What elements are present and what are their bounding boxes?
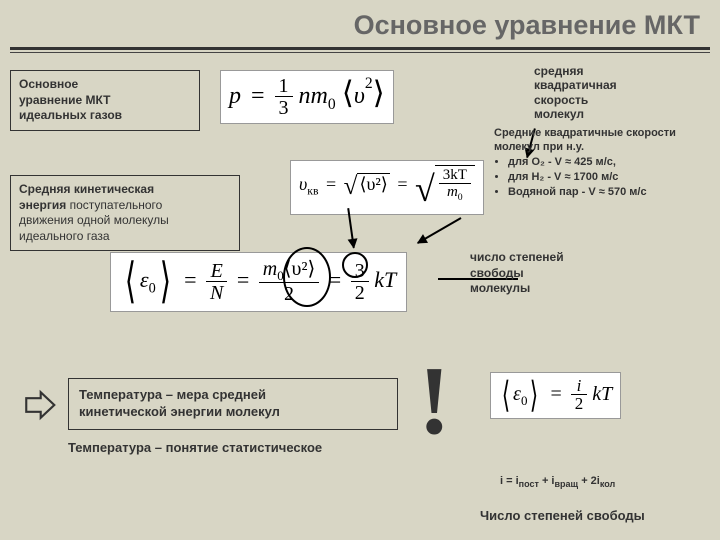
formula-rms-velocity: υкв = √⟨υ²⟩ = √3kTm0: [290, 160, 484, 215]
box3-l2: кинетической энергии молекул: [79, 404, 387, 421]
circle-3-highlight: [342, 252, 368, 278]
box2-l1: Средняя кинетическая: [19, 182, 231, 198]
box2-l2: энергия поступательного: [19, 198, 231, 214]
rule-thin: [10, 52, 710, 53]
rms-o2: для O₂ - V ≈ 425 м/с,: [508, 155, 714, 170]
dof-final-label: Число степеней свободы: [480, 508, 645, 523]
box1-line1: Основное: [19, 77, 191, 93]
page-title: Основное уравнение МКТ: [354, 10, 700, 40]
box1-line3: идеальных газов: [19, 108, 191, 124]
box2-l3: движения одной молекулы: [19, 213, 231, 229]
formula-energy-dof: ⟨ε0⟩ = i2 kT: [490, 372, 621, 419]
rms-values: Средние квадратичные скорости молекул пр…: [494, 126, 714, 200]
box2-l4: идеального газа: [19, 229, 231, 245]
box-temperature-statement: Температура – мера средней кинетической …: [68, 378, 398, 430]
rms-h2: для H₂ - V ≈ 1700 м/с: [508, 170, 714, 185]
box3-l1: Температура – мера средней: [79, 387, 387, 404]
i-equation: i = iпост + iвращ + 2iкол: [500, 475, 615, 489]
rule-thick: [10, 47, 710, 50]
arrow-to-formula: [417, 217, 461, 244]
box-main-eqn-label: Основное уравнение МКТ идеальных газов: [10, 70, 200, 131]
rms-vapor: Водяной пар - V ≈ 570 м/с: [508, 185, 714, 200]
exclamation-icon: !: [418, 352, 451, 450]
box-kinetic-energy-label: Средняя кинетическая энергия поступатель…: [10, 175, 240, 251]
formula-pressure: p = 13 nm0 ⟨υ2⟩: [220, 70, 394, 124]
circle-v2-highlight: [283, 247, 331, 307]
box1-line2: уравнение МКТ: [19, 93, 191, 109]
statement-statistical: Температура – понятие статистическое: [68, 440, 322, 455]
arrow-right-icon: [22, 388, 56, 427]
dof-label: число степенейсвободымолекулы: [470, 250, 640, 297]
right-column: средняяквадратичнаяскоростьмолекул Средн…: [494, 64, 714, 200]
rms-title: средняяквадратичнаяскоростьмолекул: [534, 64, 714, 122]
